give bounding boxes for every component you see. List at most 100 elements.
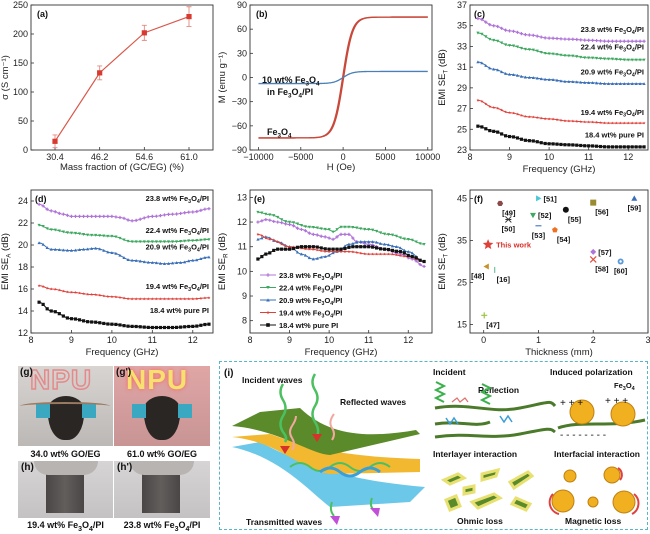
data-point <box>614 39 618 43</box>
data-point <box>126 218 130 222</box>
x-tick-label: 12 <box>623 152 633 162</box>
scatter-point: [47] <box>481 312 500 329</box>
data-point <box>638 145 642 149</box>
panel-label: (c) <box>474 9 485 19</box>
data-point <box>575 55 579 59</box>
x-tick-label: 8 <box>247 335 252 345</box>
data-point <box>170 261 175 265</box>
series-black <box>256 245 426 264</box>
data-point <box>303 253 307 257</box>
data-point <box>41 302 45 306</box>
finger <box>34 461 98 475</box>
subscript: 3 <box>623 72 626 78</box>
data-point <box>207 296 211 300</box>
x-axis-label: Frequency (GHz) <box>305 347 378 358</box>
data-point <box>187 297 191 301</box>
y-axis-label: EMI SER (dB) <box>217 233 229 290</box>
data-point <box>53 247 57 251</box>
y-tick-label: 18 <box>18 262 28 272</box>
data-point <box>162 325 167 330</box>
point-label: [51] <box>543 194 557 203</box>
subscript: 4 <box>632 72 635 78</box>
data-point <box>555 78 559 82</box>
data-point <box>515 73 520 77</box>
x-tick-label: 12 <box>188 335 198 345</box>
data-point <box>583 120 587 124</box>
data-point <box>110 295 114 298</box>
data-point <box>618 145 622 149</box>
data-point <box>57 211 61 215</box>
x-tick-label: 9 <box>507 152 512 162</box>
legend-entry: 20.9 wt% Fe3O4/PI <box>260 296 342 307</box>
data-point <box>476 16 480 21</box>
data-point <box>65 248 69 252</box>
layer-blue <box>232 442 425 507</box>
point-label: [52] <box>538 211 552 220</box>
data-point <box>618 121 622 125</box>
scatter-point: [59] <box>628 195 642 212</box>
data-point <box>519 46 524 50</box>
data-point <box>53 310 57 314</box>
data-point <box>154 214 158 218</box>
point-label: [59] <box>628 203 642 212</box>
data-point <box>114 251 118 255</box>
data-point <box>511 73 516 76</box>
data-point <box>106 294 110 298</box>
data-point <box>606 39 611 43</box>
data-point <box>379 252 383 256</box>
data-point <box>642 145 646 149</box>
data-point <box>571 143 575 147</box>
y-tick-label: 0 <box>23 145 28 155</box>
data-point <box>583 56 587 60</box>
text-part: O <box>309 75 316 85</box>
data-point <box>299 245 304 249</box>
data-point <box>579 120 583 123</box>
data-point <box>276 220 280 224</box>
data-point <box>94 233 98 237</box>
data-point <box>527 115 531 119</box>
data-point <box>303 229 307 233</box>
data-point <box>175 297 179 301</box>
data-point <box>618 39 622 43</box>
data-point <box>102 294 106 298</box>
scatter-point: [56] <box>590 199 609 217</box>
y-axis-label: EMI SEA (dB) <box>0 233 12 290</box>
data-point <box>264 217 268 222</box>
data-point <box>142 240 146 244</box>
data-point <box>359 251 363 255</box>
data-point <box>555 53 559 56</box>
panel-label: (d) <box>35 194 47 204</box>
data-point <box>264 252 268 256</box>
text-part: 22.4 wt% Fe <box>581 43 624 52</box>
data-point <box>511 135 516 139</box>
data-point <box>571 119 575 123</box>
data-point <box>37 241 41 245</box>
subscript: 4 <box>632 30 635 36</box>
data-point <box>347 245 351 249</box>
data-point <box>284 247 288 251</box>
data-point <box>402 248 406 252</box>
data-point <box>280 247 284 251</box>
data-point <box>311 232 315 236</box>
data-point <box>162 262 167 265</box>
data-point <box>483 263 489 270</box>
data-point <box>484 20 488 24</box>
data-point <box>118 253 122 257</box>
series-label: 23.8 wt% Fe3O4/PI <box>146 194 209 205</box>
text-part: 23.8 wt% Fe <box>146 194 189 203</box>
data-point <box>118 295 122 299</box>
caption-g-prime: 61.0 wt% GO/EG <box>126 449 198 459</box>
data-point <box>567 37 571 41</box>
data-point <box>575 37 579 42</box>
data-point <box>335 247 339 251</box>
data-point <box>606 82 611 85</box>
data-point <box>158 214 163 218</box>
subscript: 3 <box>623 30 626 36</box>
data-point <box>170 325 175 330</box>
text-part: O <box>281 127 288 137</box>
data-point <box>422 259 426 264</box>
data-point <box>591 120 595 124</box>
text-part: 20.9 wt% Fe <box>146 242 189 251</box>
data-point <box>410 238 414 242</box>
text-part: in Fe <box>267 87 288 97</box>
